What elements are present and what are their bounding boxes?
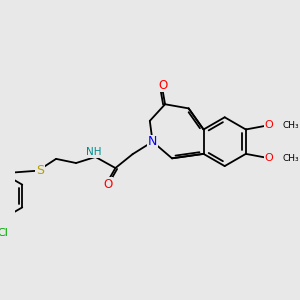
Text: CH₃: CH₃ — [282, 121, 299, 130]
Text: N: N — [148, 135, 157, 148]
Text: O: O — [265, 120, 273, 130]
Text: O: O — [158, 79, 167, 92]
Text: CH₃: CH₃ — [282, 154, 299, 163]
Text: O: O — [103, 178, 112, 191]
Text: Cl: Cl — [0, 228, 8, 238]
Text: O: O — [265, 153, 273, 163]
Text: NH: NH — [86, 147, 102, 157]
Text: S: S — [36, 164, 44, 177]
